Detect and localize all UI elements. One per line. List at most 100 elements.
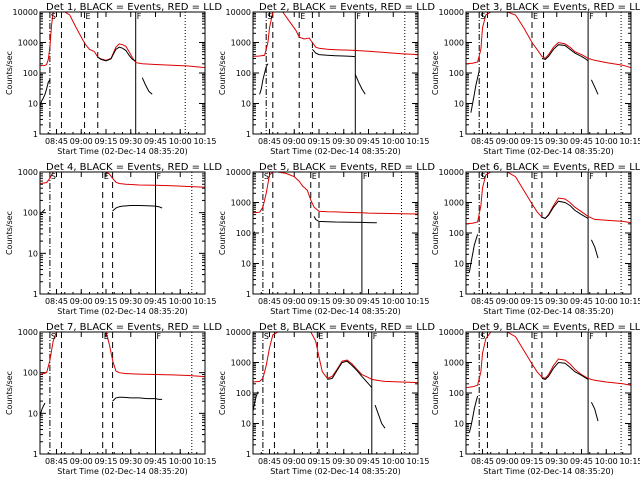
y-tick-label: 1000	[444, 39, 464, 48]
panel-det-2: Det 2, BLACK = Events, RED = LLD 1 10 100 10…	[218, 2, 435, 156]
y-axis-label: Counts/sec	[431, 371, 440, 415]
x-tick-label: 09:15	[94, 457, 117, 466]
series-lld-line	[253, 332, 418, 384]
panel-title: Det 6, BLACK = Events, RED = LLD	[472, 162, 640, 173]
time-mark-label: E	[86, 12, 91, 21]
series-events-line	[374, 404, 386, 429]
time-mark-label: E	[533, 172, 538, 181]
y-tick-label: 10	[241, 420, 251, 429]
y-axis-label: Counts/sec	[218, 211, 227, 255]
plot-frame	[465, 171, 632, 295]
x-tick-label: 10:00	[595, 137, 618, 146]
time-mark-label: F	[363, 172, 368, 181]
time-mark-label: S	[480, 172, 485, 181]
y-axis-label: Counts/sec	[5, 211, 14, 255]
plot-area	[466, 12, 631, 134]
x-tick-label: 09:45	[570, 137, 593, 146]
y-tick-label: 10000	[226, 328, 251, 337]
plot-frame	[465, 331, 632, 455]
time-mark-label: S	[51, 172, 56, 181]
x-tick-label: 10:15	[619, 297, 640, 306]
panel-title: Det 2, BLACK = Events, RED = LLD	[259, 2, 435, 13]
series-events-line	[141, 77, 153, 95]
time-mark-label: S	[264, 332, 269, 341]
x-tick-label: 10:00	[595, 457, 618, 466]
x-tick-label: 09:30	[119, 457, 142, 466]
x-tick-label: 09:15	[307, 297, 330, 306]
x-tick-label: 09:30	[332, 137, 355, 146]
y-tick-label: 1000	[18, 39, 38, 48]
x-tick-label: 09:30	[545, 137, 568, 146]
time-mark-label: S	[267, 12, 272, 21]
time-mark-label: F	[373, 332, 378, 341]
y-tick-label: 10000	[226, 8, 251, 17]
x-tick-label: 09:00	[496, 457, 519, 466]
y-tick-label: 10000	[439, 328, 464, 337]
x-tick-label: 09:00	[70, 457, 93, 466]
series-events-line	[253, 231, 256, 236]
time-mark-label: S	[51, 332, 56, 341]
y-tick-label: 10	[454, 100, 464, 109]
series-events-line	[40, 209, 46, 216]
panel-det-1: Det 1, BLACK = Events, RED = LLD 1 10 100 10…	[5, 2, 222, 156]
x-tick-label: 09:00	[283, 457, 306, 466]
x-tick-label: 10:15	[193, 457, 216, 466]
time-mark-label: F	[137, 12, 142, 21]
x-tick-label: 09:45	[357, 137, 380, 146]
x-axis-label: Start Time (02-Dec-14 08:35:20)	[57, 467, 188, 476]
x-tick-label: 09:30	[545, 297, 568, 306]
panel-title: Det 4, BLACK = Events, RED = LLD	[46, 162, 222, 173]
panel-title: Det 8, BLACK = Events, RED = LLD	[259, 322, 435, 333]
x-tick-label: 10:00	[169, 297, 192, 306]
y-tick-label: 1	[246, 290, 251, 299]
series-events-line	[590, 401, 599, 422]
y-axis-label: Counts/sec	[431, 211, 440, 255]
series-events-line	[590, 239, 599, 259]
y-tick-label: 10000	[439, 8, 464, 17]
series-events-line	[470, 70, 480, 113]
x-tick-label: 09:30	[119, 297, 142, 306]
plot-area	[253, 12, 418, 134]
plot-area	[466, 172, 631, 294]
series-events-line	[590, 79, 599, 95]
x-tick-label: 09:45	[144, 457, 167, 466]
panel-title: Det 7, BLACK = Events, RED = LLD	[46, 322, 222, 333]
series-lld-line	[466, 12, 631, 69]
time-mark-label: F	[589, 172, 594, 181]
time-mark-label: E	[312, 172, 317, 181]
y-tick-label: 1000	[18, 328, 38, 337]
x-tick-label: 09:00	[283, 137, 306, 146]
x-tick-label: 10:15	[619, 137, 640, 146]
y-tick-label: 1000	[444, 199, 464, 208]
x-tick-label: 08:45	[471, 137, 494, 146]
series-events-line	[40, 79, 51, 107]
y-tick-label: 100	[449, 389, 464, 398]
x-tick-label: 09:45	[357, 297, 380, 306]
x-axis-label: Start Time (02-Dec-14 08:35:20)	[270, 467, 401, 476]
y-tick-label: 100	[449, 229, 464, 238]
x-tick-label: 09:15	[520, 297, 543, 306]
x-tick-label: 10:00	[595, 297, 618, 306]
series-lld-line	[40, 332, 205, 378]
series-events-line	[112, 396, 163, 402]
plot-area	[253, 172, 418, 294]
series-events-line	[253, 391, 259, 414]
panel-det-5: Det 5, BLACK = Events, RED = LLD 1 10 100 10…	[218, 162, 435, 316]
y-tick-label: 10	[28, 100, 38, 109]
plot-area	[40, 172, 205, 294]
x-axis-label: Start Time (02-Dec-14 08:35:20)	[57, 147, 188, 156]
x-tick-label: 09:30	[332, 297, 355, 306]
x-tick-label: 10:15	[193, 297, 216, 306]
time-mark-label: F	[157, 172, 162, 181]
series-events-line	[327, 360, 373, 388]
y-tick-label: 1000	[231, 199, 251, 208]
x-tick-label: 08:45	[471, 457, 494, 466]
time-mark-label: S	[51, 12, 56, 21]
panel-title: Det 5, BLACK = Events, RED = LLD	[259, 162, 435, 173]
x-tick-label: 08:45	[45, 297, 68, 306]
x-tick-label: 09:45	[570, 457, 593, 466]
x-tick-label: 09:00	[283, 297, 306, 306]
series-events-line	[112, 205, 163, 212]
y-tick-label: 10	[241, 100, 251, 109]
